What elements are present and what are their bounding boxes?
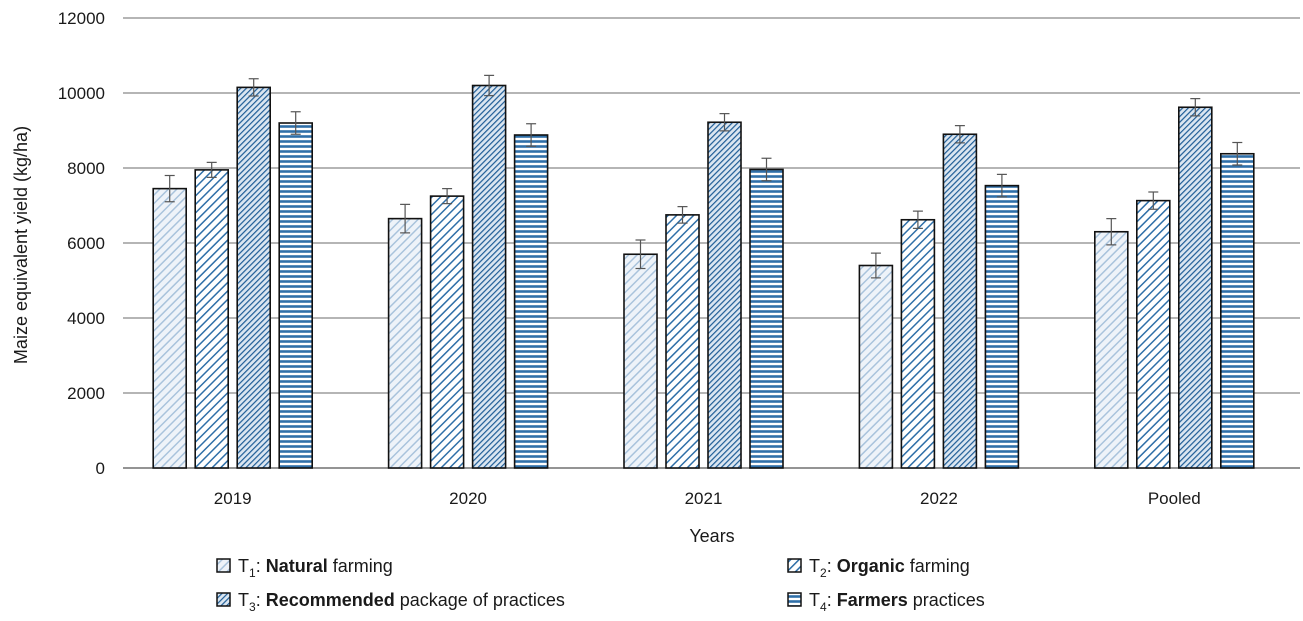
bars <box>152 74 1255 469</box>
x-tick-label: 2021 <box>685 489 723 508</box>
legend-item: T3: Recommended package of practices <box>216 590 565 614</box>
bar <box>387 217 423 469</box>
x-tick-label: 2019 <box>214 489 252 508</box>
bar <box>278 122 314 469</box>
legend-label: T2: Organic farming <box>809 556 970 580</box>
legend-swatch <box>216 592 231 607</box>
legend: T1: Natural farming T2: Organic farming T3… <box>216 556 985 614</box>
legend-item: T4: Farmers practices <box>787 590 985 614</box>
y-tick-label: 4000 <box>67 309 105 328</box>
bar <box>749 168 784 469</box>
legend-label: T1: Natural farming <box>238 556 393 580</box>
x-tick-label: Pooled <box>1148 489 1201 508</box>
legend-label: T4: Farmers practices <box>809 590 985 614</box>
bar <box>1178 106 1213 469</box>
y-tick-label: 6000 <box>67 234 105 253</box>
x-axis-ticks: 2019 2020 2021 2022 Pooled <box>214 489 1201 508</box>
y-tick-label: 8000 <box>67 159 105 178</box>
y-axis-title: Maize equivalent yield (kg/ha) <box>11 126 31 364</box>
bar <box>665 214 700 469</box>
legend-swatch <box>787 558 802 573</box>
bar <box>1220 152 1255 469</box>
bar <box>623 253 658 469</box>
legend-item: T1: Natural farming <box>216 556 393 580</box>
bar <box>236 86 271 469</box>
bar <box>1094 230 1129 469</box>
legend-label: T3: Recommended package of practices <box>238 590 565 614</box>
y-tick-label: 12000 <box>58 9 105 28</box>
bar <box>152 187 187 469</box>
bar <box>194 169 229 469</box>
bar <box>471 84 507 469</box>
bar <box>858 264 894 469</box>
legend-swatch <box>216 558 231 573</box>
legend-item: T2: Organic farming <box>787 556 970 580</box>
bar <box>513 134 549 469</box>
x-tick-label: 2022 <box>920 489 958 508</box>
y-axis-ticks: 0 2000 4000 6000 8000 10000 12000 <box>58 9 105 478</box>
bar <box>707 121 742 469</box>
x-axis-title: Years <box>689 526 734 546</box>
bar <box>1136 199 1171 469</box>
y-tick-label: 2000 <box>67 384 105 403</box>
bar <box>429 195 465 469</box>
bar <box>984 184 1020 469</box>
y-tick-label: 0 <box>96 459 105 478</box>
y-tick-label: 10000 <box>58 84 105 103</box>
x-tick-label: 2020 <box>449 489 487 508</box>
legend-swatch <box>787 592 802 607</box>
bar <box>900 218 936 469</box>
bar <box>942 133 978 469</box>
